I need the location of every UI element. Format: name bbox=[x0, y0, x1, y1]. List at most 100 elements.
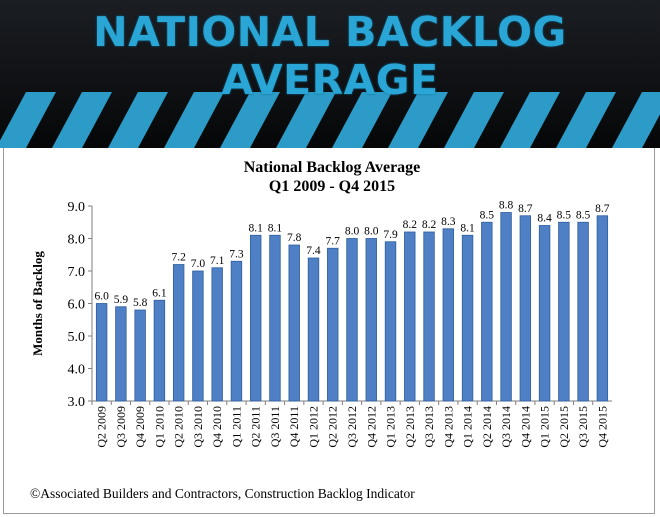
y-tick-label: 5.0 bbox=[68, 330, 86, 345]
x-tick-label: Q2 2009 bbox=[95, 406, 109, 448]
x-tick-label: Q4 2010 bbox=[210, 406, 224, 448]
chart-subtitle: Q1 2009 - Q4 2015 bbox=[269, 178, 395, 195]
data-label: 8.1 bbox=[268, 222, 283, 234]
x-tick-label: Q3 2010 bbox=[191, 406, 205, 448]
bar bbox=[250, 234, 262, 402]
bar bbox=[519, 215, 532, 402]
x-tick-label: Q1 2013 bbox=[384, 406, 398, 448]
x-tick-label: Q1 2015 bbox=[538, 406, 552, 448]
data-label: 8.5 bbox=[576, 209, 591, 221]
data-label: 8.8 bbox=[499, 200, 514, 212]
bar bbox=[442, 228, 454, 402]
bar bbox=[230, 260, 243, 402]
y-tick-label: 7.0 bbox=[68, 265, 86, 280]
data-label: 8.1 bbox=[249, 222, 264, 234]
data-label: 7.3 bbox=[229, 248, 244, 260]
data-label: 7.8 bbox=[287, 232, 302, 244]
bar bbox=[153, 299, 166, 402]
x-tick-label: Q4 2009 bbox=[133, 406, 147, 448]
bar bbox=[134, 309, 146, 402]
data-label: 8.2 bbox=[422, 219, 437, 231]
x-tick-label: Q3 2013 bbox=[422, 406, 436, 448]
stripe bbox=[0, 92, 56, 148]
x-tick-label: Q4 2011 bbox=[287, 406, 301, 447]
bar bbox=[115, 306, 127, 402]
y-tick-label: 8.0 bbox=[68, 233, 86, 248]
data-label: 8.1 bbox=[460, 222, 475, 234]
stripe bbox=[444, 92, 504, 148]
bar bbox=[269, 234, 281, 402]
x-tick-label: Q4 2013 bbox=[441, 406, 455, 448]
x-tick-label: Q3 2015 bbox=[576, 406, 590, 448]
x-tick-label: Q3 2011 bbox=[268, 406, 282, 447]
banner: NATIONAL BACKLOG AVERAGE bbox=[0, 0, 660, 148]
bar bbox=[577, 221, 589, 402]
credit-line: ©Associated Builders and Contractors, Co… bbox=[30, 486, 415, 501]
y-axis-label: Months of Backlog bbox=[30, 251, 45, 356]
x-tick-label: Q2 2015 bbox=[557, 406, 571, 448]
bar bbox=[365, 238, 377, 402]
stripe bbox=[388, 92, 448, 148]
x-tick-label: Q3 2014 bbox=[499, 406, 513, 448]
x-tick-label: Q1 2012 bbox=[306, 406, 320, 448]
bar bbox=[596, 215, 609, 402]
backlog-bar-chart: National Backlog Average Q1 2009 - Q4 201… bbox=[30, 159, 612, 448]
data-label: 7.1 bbox=[210, 255, 225, 267]
bar bbox=[558, 221, 570, 402]
data-label: 7.4 bbox=[306, 245, 321, 257]
bar bbox=[500, 212, 512, 402]
bar bbox=[288, 244, 300, 402]
data-label: 5.8 bbox=[133, 297, 148, 309]
x-tick-label: Q2 2012 bbox=[326, 406, 340, 448]
data-label: 5.9 bbox=[114, 294, 129, 306]
bar bbox=[95, 303, 108, 402]
x-tick-label: Q3 2009 bbox=[114, 406, 128, 448]
data-label: 8.3 bbox=[441, 216, 456, 228]
stripe bbox=[52, 92, 112, 148]
stripe bbox=[220, 92, 280, 148]
chart-title: National Backlog Average bbox=[244, 159, 421, 176]
stripe bbox=[276, 92, 336, 148]
x-tick-label: Q1 2011 bbox=[229, 406, 243, 447]
x-tick-label: Q2 2010 bbox=[172, 406, 186, 448]
data-label: 8.0 bbox=[345, 226, 360, 238]
x-tick-label: Q1 2010 bbox=[152, 406, 166, 448]
x-tick-label: Q3 2012 bbox=[345, 406, 359, 448]
data-label: 8.5 bbox=[480, 209, 495, 221]
bar bbox=[404, 231, 416, 402]
data-label: 8.7 bbox=[595, 203, 610, 215]
bar bbox=[461, 234, 474, 402]
data-label: 8.7 bbox=[518, 203, 533, 215]
x-tick-label: Q4 2015 bbox=[595, 406, 609, 448]
bar bbox=[327, 247, 339, 402]
data-label: 8.0 bbox=[364, 226, 379, 238]
stripe bbox=[556, 92, 616, 148]
data-label: 7.0 bbox=[191, 258, 206, 270]
data-label: 7.7 bbox=[326, 235, 341, 247]
bar bbox=[538, 225, 551, 402]
banner-background bbox=[0, 0, 660, 148]
bar bbox=[307, 257, 320, 402]
bar bbox=[423, 231, 435, 402]
stripe bbox=[612, 92, 660, 148]
x-tick-label: Q2 2014 bbox=[480, 406, 494, 448]
hazard-stripes bbox=[0, 0, 660, 148]
bar bbox=[346, 238, 358, 402]
bar bbox=[192, 270, 204, 402]
data-label: 8.2 bbox=[403, 219, 418, 231]
stripe bbox=[164, 92, 224, 148]
data-label: 7.9 bbox=[383, 229, 398, 241]
x-tick-label: Q4 2012 bbox=[364, 406, 378, 448]
x-tick-label: Q2 2011 bbox=[249, 406, 263, 447]
data-label: 7.2 bbox=[171, 252, 186, 264]
x-tick-label: Q2 2013 bbox=[403, 406, 417, 448]
x-tick-label: Q4 2014 bbox=[518, 406, 532, 448]
bar bbox=[481, 221, 493, 402]
banner-title: NATIONAL BACKLOG AVERAGE bbox=[93, 8, 567, 104]
data-label: 8.4 bbox=[537, 213, 552, 225]
x-tick-label: Q1 2014 bbox=[461, 406, 475, 448]
bar bbox=[384, 241, 397, 402]
data-label: 6.1 bbox=[152, 287, 167, 299]
data-label: 8.5 bbox=[557, 209, 572, 221]
y-tick-label: 4.0 bbox=[68, 363, 86, 378]
